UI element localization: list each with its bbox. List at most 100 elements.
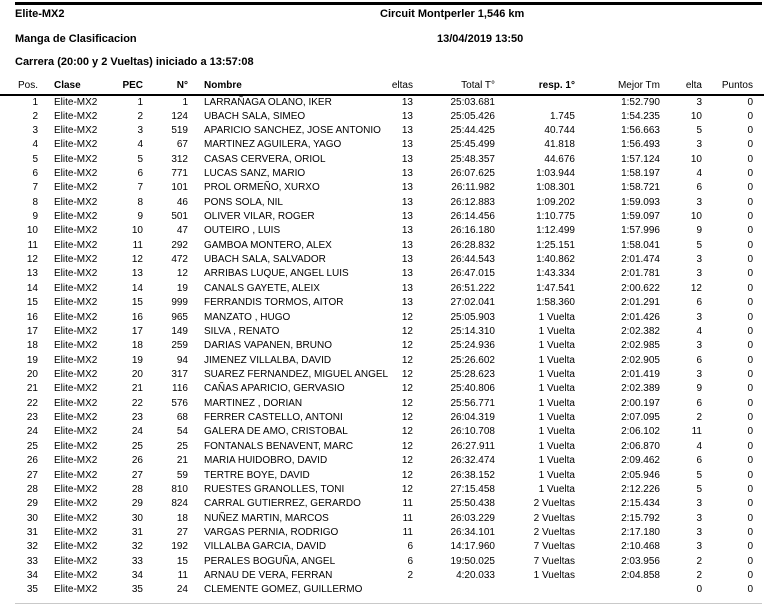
cell-total: 25:05.426 (450, 110, 496, 122)
cell-num: 67 (176, 139, 188, 151)
cell-puntos: 0 (747, 254, 753, 266)
cell-nombre: LARRAÑAGA OLANO, IKER (204, 96, 332, 108)
cell-nombre: GAMBOA MONTERO, ALEX (204, 239, 332, 251)
cell-vuelta: 3 (696, 311, 702, 323)
table-row: 1 Elite-MX2 1 1 LARRAÑAGA OLANO, IKER 13… (0, 95, 764, 109)
cell-pec: 35 (131, 584, 143, 596)
cell-nombre: MARIA HUIDOBRO, DAVID (204, 455, 328, 467)
cell-num: 999 (171, 297, 188, 309)
col-vueltas: eltas (335, 78, 415, 96)
cell-nombre: CASAS CERVERA, ORIOL (204, 153, 326, 165)
cell-nombre: UBACH SALA, SIMEO (204, 110, 306, 122)
table-row: 35 Elite-MX2 35 24 CLEMENTE GOMEZ, GUILL… (0, 583, 764, 597)
cell-vuelta: 5 (696, 483, 702, 495)
cell-resp: 1 Vuelta (538, 354, 575, 366)
cell-vuelta: 6 (696, 182, 702, 194)
col-total: Total T° (415, 78, 497, 96)
cell-vuelta: 3 (696, 526, 702, 538)
cell-clase: Elite-MX2 (54, 354, 98, 366)
cell-mejor: 2:04.858 (621, 570, 660, 582)
cell-vueltas: 12 (401, 397, 413, 409)
cell-vuelta: 3 (696, 498, 702, 510)
cell-pos: 23 (26, 412, 38, 424)
cell-pec: 26 (131, 455, 143, 467)
cell-vuelta: 3 (696, 369, 702, 380)
cell-pos: 24 (26, 426, 38, 438)
cell-nombre: MANZATO , HUGO (204, 311, 291, 323)
cell-clase: Elite-MX2 (54, 526, 98, 538)
cell-pec: 29 (131, 498, 143, 510)
cell-total: 25:56.771 (450, 397, 496, 409)
cell-resp: 41.818 (544, 139, 575, 151)
cell-pec: 22 (131, 397, 143, 409)
cell-pos: 31 (26, 526, 38, 538)
cell-puntos: 0 (747, 297, 753, 309)
cell-vuelta: 2 (696, 555, 702, 567)
cell-num: 46 (176, 196, 188, 208)
cell-mejor: 2:01.474 (621, 254, 660, 266)
cell-nombre: UBACH SALA, SALVADOR (204, 254, 326, 266)
results-body: 1 Elite-MX2 1 1 LARRAÑAGA OLANO, IKER 13… (0, 95, 764, 598)
cell-vuelta: 4 (696, 440, 702, 452)
cell-vueltas: 11 (402, 498, 413, 510)
cell-resp: 1 Vuelta (538, 412, 575, 424)
cell-pec: 7 (137, 182, 143, 194)
table-row: 11 Elite-MX2 11 292 GAMBOA MONTERO, ALEX… (0, 239, 764, 253)
cell-clase: Elite-MX2 (54, 325, 98, 337)
cell-pos: 34 (26, 570, 38, 582)
cell-vuelta: 2 (696, 570, 702, 582)
cell-nombre: APARICIO SANCHEZ, JOSE ANTONIO (204, 124, 381, 136)
cell-nombre: GALERA DE AMO, CRISTOBAL (204, 426, 348, 438)
cell-total: 26:51.222 (450, 282, 496, 294)
cell-total: 26:12.883 (450, 196, 496, 208)
cell-vuelta: 9 (696, 383, 702, 395)
cell-total: 26:34.101 (450, 526, 496, 538)
cell-puntos: 0 (747, 182, 753, 194)
cell-resp: 1:25.151 (536, 239, 575, 251)
cell-vuelta: 3 (696, 340, 702, 352)
cell-resp: 40.744 (544, 124, 575, 136)
cell-resp: 7 Vueltas (533, 541, 575, 553)
cell-pos: 30 (26, 512, 38, 524)
cell-vueltas: 12 (401, 354, 413, 366)
cell-num: 965 (171, 311, 188, 323)
cell-pos: 19 (26, 354, 38, 366)
cell-num: 59 (176, 469, 188, 481)
cell-total: 26:11.982 (451, 182, 495, 194)
cell-resp: 44.676 (544, 153, 575, 165)
cell-num: 11 (177, 570, 188, 582)
cell-puntos: 0 (747, 426, 753, 438)
cell-pos: 3 (32, 124, 38, 136)
table-row: 21 Elite-MX2 21 116 CAÑAS APARICIO, GERV… (0, 382, 764, 396)
cell-pec: 9 (137, 211, 143, 223)
table-row: 22 Elite-MX2 22 576 MARTINEZ , DORIAN 12… (0, 397, 764, 411)
table-row: 19 Elite-MX2 19 94 JIMENEZ VILLALBA, DAV… (0, 353, 764, 367)
cell-pec: 27 (131, 469, 143, 481)
cell-resp: 1:03.944 (536, 167, 575, 179)
table-row: 18 Elite-MX2 18 259 DARIAS VAPANEN, BRUN… (0, 339, 764, 353)
cell-resp: 1 Vuelta (538, 483, 575, 495)
cell-total: 26:16.180 (450, 225, 496, 237)
cell-vueltas: 13 (401, 124, 413, 136)
cell-vuelta: 4 (696, 167, 702, 179)
cell-num: 21 (176, 455, 188, 467)
cell-resp: 1 Vueltas (533, 570, 575, 582)
cell-vuelta: 3 (696, 96, 702, 108)
cell-mejor: 1:58.721 (621, 182, 660, 194)
cell-pec: 17 (131, 325, 143, 337)
cell-nombre: CARRAL GUTIERREZ, GERARDO (204, 498, 361, 510)
cell-puntos: 0 (747, 239, 753, 251)
cell-total: 26:10.708 (450, 426, 496, 438)
cell-vueltas: 13 (401, 225, 413, 237)
cell-pec: 14 (131, 282, 143, 294)
cell-num: 317 (171, 369, 188, 380)
cell-nombre: FERRER CASTELLO, ANTONI (204, 412, 343, 424)
cell-total: 26:27.911 (451, 440, 495, 452)
cell-clase: Elite-MX2 (54, 96, 98, 108)
cell-vueltas: 12 (401, 469, 413, 481)
cell-vuelta: 3 (696, 196, 702, 208)
cell-mejor: 1:56.493 (621, 139, 660, 151)
cell-pec: 20 (131, 369, 143, 380)
cell-total: 26:28.832 (450, 239, 496, 251)
cell-puntos: 0 (747, 512, 753, 524)
